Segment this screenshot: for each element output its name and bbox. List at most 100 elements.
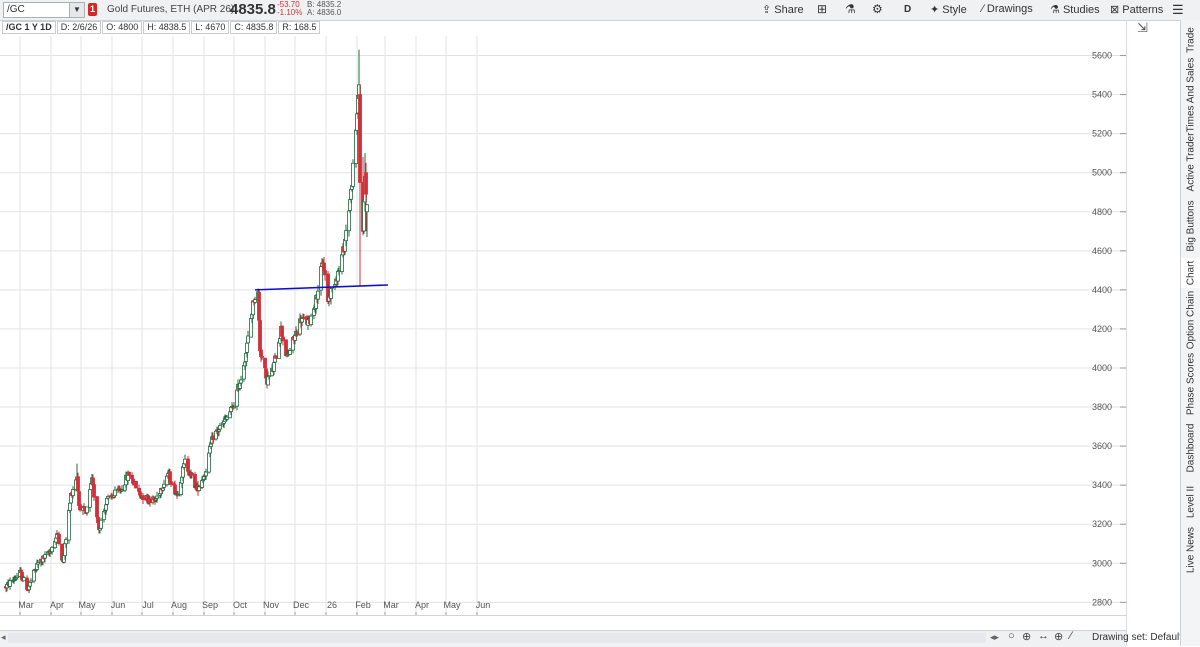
horizontal-pan-button[interactable]: ↔	[1038, 630, 1049, 642]
candle-body	[183, 458, 187, 465]
sidebar-tab-chart[interactable]: Chart	[1181, 258, 1200, 288]
sidebar-tab-label: Chart	[1185, 260, 1197, 286]
sidebar-tab-label: Option Chain	[1185, 290, 1197, 350]
symbol-input[interactable]: /GC	[3, 2, 71, 18]
sidebar-tab-big-buttons[interactable]: Big Buttons	[1181, 194, 1200, 258]
zoom-in-icon: ⊕	[1022, 631, 1032, 643]
candle	[36, 559, 40, 568]
x-tick-label: Sep	[202, 600, 218, 610]
candle	[364, 162, 368, 232]
candle	[95, 495, 99, 518]
drawing-set-selector[interactable]: Drawing set: Default	[1092, 632, 1183, 643]
candle-body	[169, 481, 173, 485]
share-button[interactable]: ⇪ Share	[762, 3, 804, 16]
settings-button[interactable]: ⚙	[872, 2, 883, 16]
right-sidebar: Trade Times And Sales Active Trader Big But…	[1180, 20, 1200, 646]
y-tick-label: 3800	[1092, 402, 1112, 412]
price-axis[interactable]: 2800 3000 3200 3400 3600 3800 4000 4200 4400 4600…	[1092, 51, 1126, 608]
candle-body	[29, 580, 33, 583]
candle-body	[347, 210, 351, 232]
candle	[323, 266, 327, 281]
time-scrollbar[interactable]	[8, 633, 986, 643]
candle	[162, 479, 166, 490]
candle	[76, 472, 80, 493]
scroll-arrows[interactable]: ◂▸	[990, 632, 999, 643]
candle-body	[176, 494, 180, 497]
sidebar-tab-level-ii[interactable]: Level II	[1181, 480, 1200, 524]
scroll-left-button[interactable]: ◂	[1, 632, 6, 643]
candle-body	[8, 580, 12, 587]
time-axis[interactable]: Mar Apr May Jun Jul Aug Sep Oct Nov Dec 26 Feb Mar Ap…	[0, 600, 1126, 616]
crosshair-button[interactable]: ⊕	[1054, 630, 1063, 643]
chevron-down-icon: ▼	[73, 5, 81, 14]
candle-body	[351, 162, 355, 187]
price-change: -53.70 -1.10%	[277, 1, 302, 17]
patterns-icon: ⊠	[1110, 4, 1120, 16]
candle-body	[138, 491, 142, 496]
bar-date: D: 2/6/26	[56, 21, 102, 34]
candle-body	[253, 299, 257, 303]
y-tick-label: 4400	[1092, 285, 1112, 295]
candle-body	[67, 509, 71, 541]
grid-lines	[0, 36, 1126, 616]
zoom-in-button[interactable]: ⊕	[1022, 630, 1031, 643]
y-tick-label: 5400	[1092, 90, 1112, 100]
style-button[interactable]: ✦ Style	[930, 3, 967, 16]
aggregation-button[interactable]: D	[904, 4, 912, 15]
trendline-layer[interactable]	[254, 284, 389, 291]
candle-body	[197, 486, 201, 492]
sidebar-tab-label: Dashboard	[1185, 423, 1197, 473]
flask-button[interactable]: ⚗	[845, 2, 856, 16]
candle	[67, 508, 71, 544]
y-tick-label: 4200	[1092, 324, 1112, 334]
chart-pane[interactable]: 2800 3000 3200 3400 3600 3800 4000 4200 4400 4600…	[0, 36, 1126, 616]
patterns-button[interactable]: ⊠ Patterns	[1110, 3, 1163, 16]
candle-body	[92, 484, 96, 498]
candle-body	[309, 315, 313, 326]
candle-body	[245, 342, 249, 353]
sidebar-tab-times-and-sales[interactable]: Times And Sales	[1181, 58, 1200, 133]
menu-button[interactable]: ☰	[1172, 2, 1184, 18]
alert-flag-badge[interactable]: 1	[88, 3, 97, 16]
y-tick-label: 4000	[1092, 363, 1112, 373]
candle-body	[57, 534, 61, 545]
sidebar-tab-label: Live News	[1185, 526, 1197, 574]
candle	[204, 468, 208, 480]
chart-grid-button[interactable]: ⊞	[817, 2, 827, 16]
candle	[288, 347, 292, 355]
candle-body	[295, 331, 299, 336]
candle	[358, 84, 362, 286]
candle	[43, 551, 47, 563]
studies-button[interactable]: ⚗ Studies	[1050, 3, 1100, 16]
candle	[99, 517, 103, 529]
y-tick-label: 3200	[1092, 519, 1112, 529]
candle	[319, 262, 323, 296]
sidebar-tab-live-news[interactable]: Live News	[1181, 524, 1200, 576]
sidebar-tab-trade[interactable]: Trade	[1181, 20, 1200, 60]
collapse-chart-button[interactable]: ⇲	[1137, 20, 1148, 36]
drawing-tool-button[interactable]: ∕	[1070, 630, 1072, 642]
candle	[309, 313, 313, 327]
sidebar-tab-label: Active Trader	[1185, 132, 1197, 192]
candle-body	[64, 539, 68, 545]
candle	[104, 504, 108, 515]
sidebar-tab-option-chain[interactable]: Option Chain	[1181, 288, 1200, 352]
candle-body	[209, 443, 213, 447]
symbol-dropdown-button[interactable]: ▼	[69, 2, 85, 18]
price-chart[interactable]: 2800 3000 3200 3400 3600 3800 4000 4200 4400 4600…	[0, 36, 1126, 616]
sidebar-tab-dashboard[interactable]: Dashboard	[1181, 416, 1200, 480]
zoom-out-button[interactable]: ○	[1008, 630, 1015, 642]
candle-body	[344, 230, 348, 242]
gear-icon: ⚙	[872, 2, 883, 16]
sidebar-tab-phase-scores[interactable]: Phase Scores	[1181, 352, 1200, 416]
sidebar-tab-active-trader[interactable]: Active Trader	[1181, 130, 1200, 194]
candle-body	[211, 435, 215, 441]
candle	[257, 288, 261, 324]
candle	[260, 355, 264, 361]
candle-body	[260, 356, 264, 358]
candle	[232, 402, 236, 409]
candle-body	[95, 496, 99, 518]
x-tick-label: Nov	[263, 600, 280, 610]
candle	[57, 531, 61, 546]
drawings-button[interactable]: ∕ Drawings	[982, 3, 1033, 15]
